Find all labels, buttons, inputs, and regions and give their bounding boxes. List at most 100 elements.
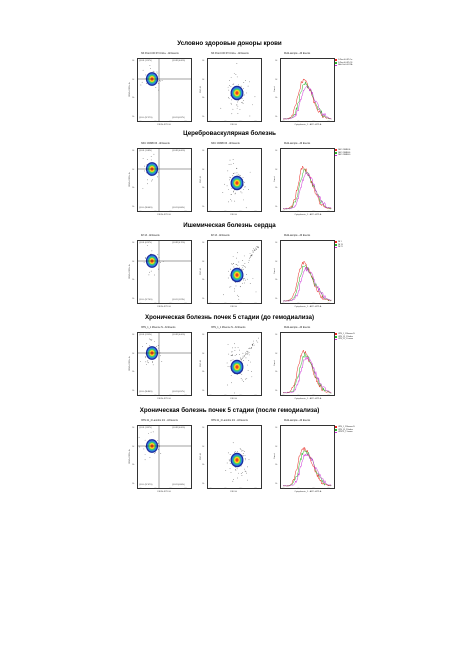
event-dot [230,198,232,200]
histogram-panel: Multi-sample - All Events D.Posi.0.0.ST-C… [274,49,353,128]
quadrant-label: Q2-UL (1.08%) [139,150,152,152]
x-tick-label: 10² [282,303,286,305]
y-axis-label: Count [274,268,276,274]
y-tick-label: 10⁴ [132,78,135,81]
histogram-series-2 [283,264,332,302]
density-contour [235,181,239,185]
event-dot [231,359,232,361]
event-dot [232,480,234,482]
event-dot [231,103,232,105]
event-dot [237,105,239,107]
event-dot [146,245,148,246]
event-dot [142,187,144,189]
quadrant-label: Q2-UL (1.97%) [139,60,152,62]
event-dot [149,271,150,273]
legend-swatch [335,426,338,429]
event-dot [227,366,229,367]
event-dot [252,104,253,106]
density-contour [235,91,239,95]
y-tick-label: 10⁴ [132,445,135,448]
scatter-plot-area [207,332,262,396]
legend-swatch [335,431,338,434]
x-tick-label: 10⁴ [312,211,316,213]
density-contour [235,365,239,369]
scatter-plot-area [207,148,262,212]
event-dot [234,290,235,292]
x-axis-label: FSCH-FITC-H [157,123,171,126]
event-dot [153,341,155,342]
x-tick-label: 10² [282,211,286,213]
x-axis-label: FSCH-FITC-H [157,305,171,308]
event-dot [242,450,244,451]
event-dot [228,98,230,100]
event-dot [145,172,147,174]
event-dot [230,375,232,376]
quadrant-plot-area: Q2-UL (0.97%) Q2-UR (0.11%) Q2-LL (97.70%)… [137,240,192,304]
event-dot [232,353,234,355]
y-axis-label: Count [274,360,276,366]
event-dot [229,454,231,455]
y-axis-label: SSC-H [200,360,202,367]
y-tick-label: 10⁴ [202,445,205,448]
event-dot [149,457,151,458]
event-dot [240,85,242,87]
event-dot [231,263,233,265]
event-dot [247,85,249,87]
event-dot [242,282,243,284]
y-tick-label: 10³ [275,279,278,282]
event-dot [234,347,236,349]
event-dot [229,274,231,276]
y-axis-label: CD45+/CD3+-A [129,356,131,371]
legend-label: Mult.Cnt.0.0.ST-A [338,64,353,67]
x-tick-label: 10³ [154,488,158,490]
event-dot [249,258,250,260]
x-tick-label: 10⁵ [327,488,331,490]
x-tick-label: 10² [139,488,143,490]
event-dot [247,364,248,366]
legend-swatch [335,64,338,67]
x-tick-label: 10³ [224,211,228,213]
event-dot [253,248,255,250]
histogram-legend: NKC CNMB 06 NKC CNMB 46 NKC CNMB 40 [335,149,350,157]
event-dot [142,346,143,347]
x-tick-label: 10⁴ [239,121,243,123]
x-tick-label: 10⁵ [254,488,258,490]
event-dot [251,344,253,345]
event-dot [255,340,257,342]
panel-header: NK Posi.0.00.ST-CntA+ - All Events [141,52,179,55]
event-dot [246,274,247,275]
event-dot [230,354,232,356]
event-dot [235,470,237,472]
y-tick-label: 10³ [202,371,205,374]
event-dot [243,268,244,270]
quadrant-plot-panel: IM 13 - All Events Q2-UL (0.97%) Q2-UR (0.… [129,231,192,310]
event-dot [227,86,229,88]
event-dot [228,353,230,355]
x-tick-label: 10³ [297,121,301,123]
x-tick-label: 10² [209,211,213,213]
scatter-plot-panel: NKC CNMB 06 - All Events FSC-H SSC-H 10² 10³… [200,139,262,218]
section-title: Ишемическая болезнь сердца [183,222,276,229]
event-dot [248,354,250,356]
event-dot [229,366,231,368]
event-dot [149,65,151,66]
event-dot [242,357,244,359]
event-dot [145,446,146,448]
event-dot [146,343,148,344]
event-dot [231,382,232,384]
legend-label: XPN_15_1 Dadiss [338,335,353,338]
y-tick-label: 10² [202,116,205,118]
x-tick-label: 10² [209,303,213,305]
legend-entry: D.Posi.0.0.ST-CS [335,62,353,65]
histogram-series-2 [282,449,332,487]
scatter-plot-panel: NK Posi.0.00.ST-CntA+ - All Events FSC-H S… [200,49,262,128]
event-dot [231,200,233,202]
event-dot [147,183,148,185]
legend-label: D.Posi.0.0.ST-Cn.. [338,59,354,62]
event-dot [233,163,235,165]
event-dot [245,353,246,355]
event-dot [151,338,153,340]
legend-entry: IM 21 [335,246,343,249]
y-tick-label: 10⁵ [275,334,278,336]
event-dot [252,345,253,347]
